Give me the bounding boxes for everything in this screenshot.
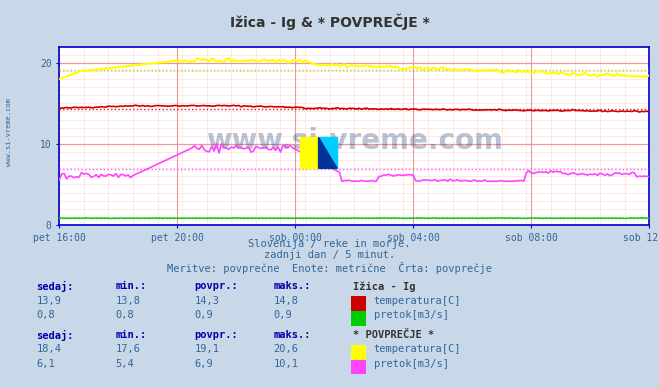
Text: www.si-vreme.com: www.si-vreme.com: [5, 98, 12, 166]
Text: 20,6: 20,6: [273, 344, 299, 354]
Text: * POVPREČJE *: * POVPREČJE *: [353, 330, 434, 340]
Text: Slovenija / reke in morje.: Slovenija / reke in morje.: [248, 239, 411, 249]
Text: 5,4: 5,4: [115, 359, 134, 369]
Text: min.:: min.:: [115, 281, 146, 291]
Text: Meritve: povprečne  Enote: metrične  Črta: povprečje: Meritve: povprečne Enote: metrične Črta:…: [167, 262, 492, 274]
Text: 13,8: 13,8: [115, 296, 140, 306]
Text: 6,1: 6,1: [36, 359, 55, 369]
Text: 18,4: 18,4: [36, 344, 61, 354]
Text: temperatura[C]: temperatura[C]: [374, 296, 461, 306]
Text: maks.:: maks.:: [273, 330, 311, 340]
Text: 17,6: 17,6: [115, 344, 140, 354]
Polygon shape: [318, 137, 337, 168]
Text: Ižica - Ig & * POVPREČJE *: Ižica - Ig & * POVPREČJE *: [229, 13, 430, 29]
Bar: [300, 137, 318, 168]
Text: temperatura[C]: temperatura[C]: [374, 344, 461, 354]
Text: zadnji dan / 5 minut.: zadnji dan / 5 minut.: [264, 250, 395, 260]
Text: Ižica - Ig: Ižica - Ig: [353, 281, 415, 292]
Text: maks.:: maks.:: [273, 281, 311, 291]
Text: pretok[m3/s]: pretok[m3/s]: [374, 359, 449, 369]
Text: 0,8: 0,8: [36, 310, 55, 320]
Text: min.:: min.:: [115, 330, 146, 340]
Text: 19,1: 19,1: [194, 344, 219, 354]
Text: www.si-vreme.com: www.si-vreme.com: [206, 127, 503, 155]
Text: 13,9: 13,9: [36, 296, 61, 306]
Text: povpr.:: povpr.:: [194, 330, 238, 340]
Text: 0,9: 0,9: [273, 310, 292, 320]
Text: 0,8: 0,8: [115, 310, 134, 320]
Text: povpr.:: povpr.:: [194, 281, 238, 291]
Text: 0,9: 0,9: [194, 310, 213, 320]
Text: 6,9: 6,9: [194, 359, 213, 369]
Text: sedaj:: sedaj:: [36, 330, 74, 341]
Polygon shape: [318, 137, 337, 168]
Text: 10,1: 10,1: [273, 359, 299, 369]
Text: pretok[m3/s]: pretok[m3/s]: [374, 310, 449, 320]
Text: 14,3: 14,3: [194, 296, 219, 306]
Text: 14,8: 14,8: [273, 296, 299, 306]
Text: sedaj:: sedaj:: [36, 281, 74, 292]
